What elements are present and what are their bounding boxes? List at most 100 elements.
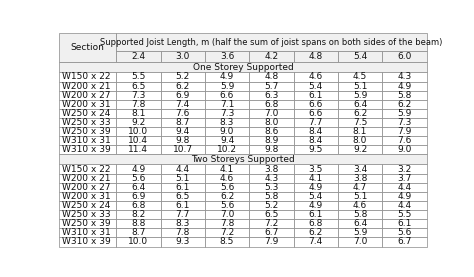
Text: 7.9: 7.9 bbox=[397, 127, 411, 136]
Bar bbox=[161, 136, 205, 145]
Bar bbox=[382, 237, 427, 247]
Text: 8.7: 8.7 bbox=[175, 118, 190, 127]
Bar bbox=[59, 210, 116, 219]
Text: 4.6: 4.6 bbox=[353, 201, 367, 210]
Text: 6.2: 6.2 bbox=[309, 228, 323, 237]
Bar bbox=[382, 91, 427, 100]
Bar bbox=[249, 109, 293, 118]
Text: 8.9: 8.9 bbox=[264, 136, 279, 145]
Text: 3.0: 3.0 bbox=[175, 52, 190, 61]
Text: 7.5: 7.5 bbox=[353, 118, 367, 127]
Text: 4.2: 4.2 bbox=[264, 52, 278, 61]
Bar bbox=[338, 165, 382, 174]
Bar bbox=[161, 81, 205, 91]
Bar bbox=[338, 145, 382, 155]
Bar bbox=[338, 174, 382, 183]
Text: 8.1: 8.1 bbox=[353, 127, 367, 136]
Bar bbox=[205, 201, 249, 210]
Text: Supported Joist Length, m (half the sum of joist spans on both sides of the beam: Supported Joist Length, m (half the sum … bbox=[100, 38, 443, 47]
Bar bbox=[116, 91, 161, 100]
Text: 9.5: 9.5 bbox=[309, 145, 323, 154]
Bar bbox=[382, 81, 427, 91]
Text: 9.8: 9.8 bbox=[175, 136, 190, 145]
Bar bbox=[116, 136, 161, 145]
Text: W250 x 33: W250 x 33 bbox=[62, 210, 110, 219]
Text: 3.6: 3.6 bbox=[220, 52, 234, 61]
Bar bbox=[59, 72, 116, 81]
Bar bbox=[293, 91, 338, 100]
Text: 5.2: 5.2 bbox=[264, 201, 279, 210]
Bar bbox=[293, 183, 338, 192]
Text: 5.6: 5.6 bbox=[131, 174, 146, 183]
Bar bbox=[59, 91, 116, 100]
Text: 4.4: 4.4 bbox=[176, 165, 190, 174]
Text: 4.4: 4.4 bbox=[397, 183, 411, 192]
Text: 4.6: 4.6 bbox=[220, 174, 234, 183]
Text: 3.8: 3.8 bbox=[353, 174, 367, 183]
Text: 5.4: 5.4 bbox=[309, 82, 323, 91]
Bar bbox=[116, 219, 161, 228]
Text: 5.9: 5.9 bbox=[397, 109, 411, 118]
Bar bbox=[293, 145, 338, 155]
Text: 7.4: 7.4 bbox=[309, 237, 323, 247]
Text: W150 x 22: W150 x 22 bbox=[62, 165, 110, 174]
Bar bbox=[205, 91, 249, 100]
Text: 7.0: 7.0 bbox=[353, 237, 367, 247]
Bar bbox=[205, 81, 249, 91]
Text: 7.8: 7.8 bbox=[131, 100, 146, 109]
Bar bbox=[59, 81, 116, 91]
Bar bbox=[249, 183, 293, 192]
Bar bbox=[382, 219, 427, 228]
Text: 6.2: 6.2 bbox=[220, 192, 234, 201]
Bar bbox=[338, 100, 382, 109]
Text: 3.7: 3.7 bbox=[397, 174, 411, 183]
Text: 6.0: 6.0 bbox=[397, 52, 411, 61]
Bar bbox=[116, 210, 161, 219]
Text: 7.3: 7.3 bbox=[397, 118, 411, 127]
Text: 8.3: 8.3 bbox=[175, 219, 190, 228]
Text: 5.9: 5.9 bbox=[353, 91, 367, 100]
Bar bbox=[382, 72, 427, 81]
Bar bbox=[161, 109, 205, 118]
Text: 4.9: 4.9 bbox=[131, 165, 146, 174]
Bar bbox=[161, 210, 205, 219]
Text: W200 x 31: W200 x 31 bbox=[62, 100, 110, 109]
Text: 7.4: 7.4 bbox=[175, 100, 190, 109]
Text: 5.8: 5.8 bbox=[397, 91, 411, 100]
Text: 8.4: 8.4 bbox=[309, 127, 323, 136]
Bar bbox=[382, 192, 427, 201]
Text: W250 x 24: W250 x 24 bbox=[62, 109, 110, 118]
Bar bbox=[205, 174, 249, 183]
Text: W250 x 33: W250 x 33 bbox=[62, 118, 110, 127]
Bar bbox=[161, 192, 205, 201]
Text: W200 x 21: W200 x 21 bbox=[62, 82, 110, 91]
Text: 6.4: 6.4 bbox=[353, 100, 367, 109]
Text: 7.7: 7.7 bbox=[309, 118, 323, 127]
Text: 10.7: 10.7 bbox=[173, 145, 193, 154]
Bar bbox=[161, 145, 205, 155]
Bar bbox=[59, 145, 116, 155]
Bar bbox=[59, 62, 427, 72]
Bar bbox=[59, 201, 116, 210]
Bar bbox=[338, 81, 382, 91]
Text: 6.6: 6.6 bbox=[309, 100, 323, 109]
Bar bbox=[59, 174, 116, 183]
Bar bbox=[59, 33, 116, 62]
Text: 7.3: 7.3 bbox=[131, 91, 146, 100]
Text: 6.5: 6.5 bbox=[175, 192, 190, 201]
Bar bbox=[59, 100, 116, 109]
Text: 5.6: 5.6 bbox=[397, 228, 411, 237]
Bar bbox=[59, 109, 116, 118]
Text: 7.8: 7.8 bbox=[175, 228, 190, 237]
Text: 9.2: 9.2 bbox=[131, 118, 146, 127]
Text: 10.4: 10.4 bbox=[128, 136, 148, 145]
Text: 6.9: 6.9 bbox=[131, 192, 146, 201]
Bar bbox=[116, 192, 161, 201]
Bar bbox=[382, 100, 427, 109]
Text: 6.8: 6.8 bbox=[264, 100, 279, 109]
Bar bbox=[382, 183, 427, 192]
Text: W200 x 27: W200 x 27 bbox=[62, 183, 110, 192]
Text: 5.8: 5.8 bbox=[264, 192, 279, 201]
Text: 4.9: 4.9 bbox=[397, 82, 411, 91]
Bar bbox=[293, 52, 338, 62]
